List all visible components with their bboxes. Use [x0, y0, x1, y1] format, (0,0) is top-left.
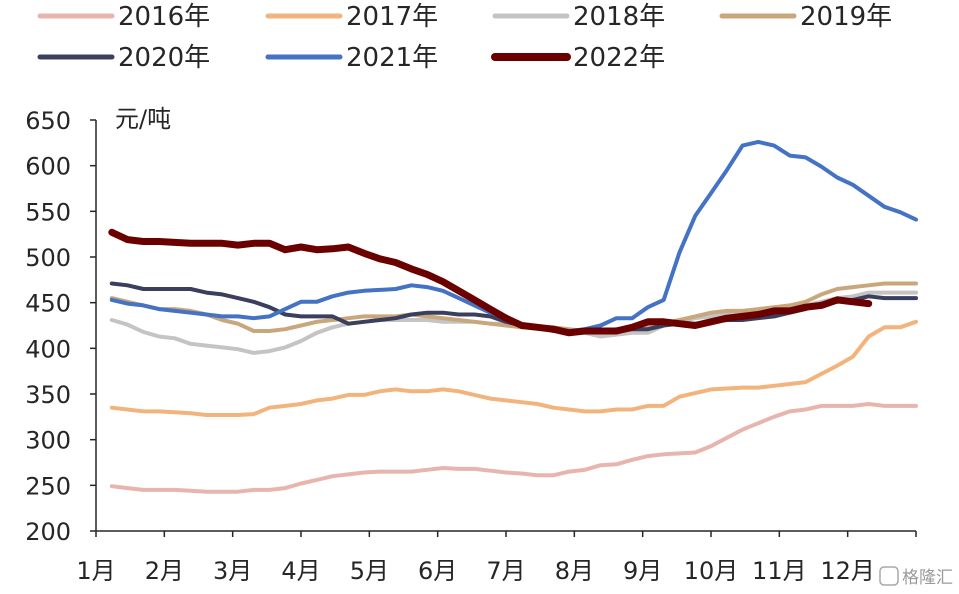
legend-label: 2020年: [118, 43, 210, 73]
x-tick-label: 5月: [350, 557, 389, 585]
plot-area: [108, 139, 918, 494]
watermark-text: 格隆汇: [902, 568, 953, 588]
watermark-icon: [879, 566, 899, 586]
y-tick-label: 200: [25, 518, 71, 546]
y-tick-label: 550: [25, 198, 71, 226]
x-tick-label: 9月: [623, 557, 662, 585]
x-tick-label: 7月: [486, 557, 525, 585]
y-tick-label: 250: [25, 472, 71, 500]
legend-label: 2019年: [800, 2, 892, 32]
legend-label: 2017年: [346, 2, 438, 32]
x-tick-label: 12月: [820, 557, 875, 585]
y-tick-label: 500: [25, 244, 71, 272]
series-line-2019年: [109, 281, 918, 333]
x-tick-label: 1月: [76, 557, 115, 585]
y-tick-label: 450: [25, 290, 71, 318]
series-line-2016年: [109, 402, 918, 494]
legend-label: 2018年: [573, 2, 665, 32]
legend-label: 2016年: [118, 2, 210, 32]
y-tick-label: 400: [25, 335, 71, 363]
x-axis-ticks: 1月 2月 3月 4月 5月 6月 7月 8月 9月 10月 11月 12月: [76, 531, 917, 585]
series-line-2022年: [108, 228, 873, 337]
y-tick-label: 350: [25, 381, 71, 409]
y-tick-label: 650: [25, 107, 71, 135]
x-tick-label: 8月: [555, 557, 594, 585]
y-axis-unit-label: 元/吨: [115, 105, 171, 133]
x-tick-label: 2月: [145, 557, 184, 585]
series-line-2017年: [109, 319, 918, 417]
x-tick-label: 10月: [684, 557, 739, 585]
y-tick-label: 600: [25, 153, 71, 181]
x-tick-label: 4月: [281, 557, 320, 585]
legend-label: 2022年: [573, 43, 665, 73]
watermark-logo: 格隆汇: [879, 566, 953, 588]
x-tick-label: 11月: [752, 557, 807, 585]
y-tick-label: 300: [25, 427, 71, 455]
legend: 2016年 2017年 2018年 2019年 2020年 2021年 2022年: [37, 2, 892, 73]
x-tick-label: 3月: [213, 557, 252, 585]
x-tick-label: 6月: [418, 557, 457, 585]
y-axis-ticks: 200 250 300 350 400 450 500 550 600 650: [25, 107, 96, 546]
legend-label: 2021年: [346, 43, 438, 73]
